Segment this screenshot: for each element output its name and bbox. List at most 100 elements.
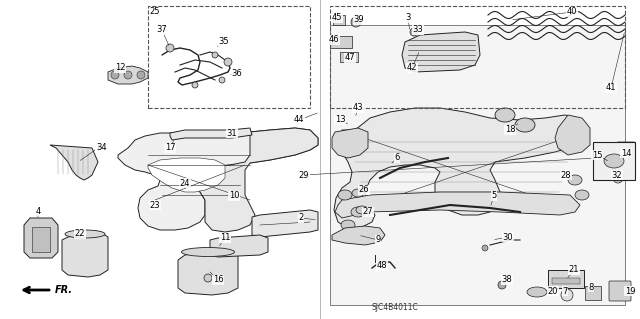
Polygon shape (118, 128, 318, 230)
Bar (552, 278, 580, 284)
Text: 26: 26 (358, 186, 369, 195)
Ellipse shape (351, 207, 365, 217)
Circle shape (166, 44, 174, 52)
Circle shape (219, 77, 225, 83)
Text: 15: 15 (592, 151, 602, 160)
Text: 43: 43 (353, 103, 364, 113)
Text: 38: 38 (502, 276, 513, 285)
FancyBboxPatch shape (594, 145, 616, 161)
Text: 24: 24 (180, 179, 190, 188)
Text: 9: 9 (376, 235, 381, 244)
Polygon shape (555, 115, 590, 155)
Text: 45: 45 (332, 13, 342, 23)
Polygon shape (332, 226, 385, 245)
Circle shape (204, 274, 212, 282)
Ellipse shape (515, 118, 535, 132)
Polygon shape (195, 128, 318, 232)
Ellipse shape (495, 108, 515, 122)
Text: 40: 40 (567, 8, 577, 17)
Polygon shape (252, 210, 318, 237)
Bar (148, 6, 310, 108)
Text: 20: 20 (548, 286, 558, 295)
Circle shape (112, 72, 118, 78)
Text: 19: 19 (625, 286, 636, 295)
Polygon shape (108, 66, 148, 84)
Bar (593, 142, 635, 180)
Circle shape (212, 52, 218, 58)
Text: 16: 16 (212, 276, 223, 285)
FancyBboxPatch shape (617, 142, 635, 166)
Circle shape (561, 289, 573, 301)
Bar (330, 36, 352, 48)
Bar (333, 15, 345, 25)
Text: 29: 29 (299, 170, 309, 180)
Text: 6: 6 (394, 153, 400, 162)
Polygon shape (334, 108, 582, 228)
Polygon shape (24, 218, 58, 258)
Text: 7: 7 (563, 286, 568, 295)
Text: 21: 21 (569, 265, 579, 275)
Text: 12: 12 (115, 63, 125, 72)
Ellipse shape (352, 189, 364, 197)
Text: 33: 33 (413, 26, 424, 34)
Text: 8: 8 (588, 283, 594, 292)
Circle shape (351, 17, 361, 27)
Bar (330, 6, 625, 108)
Text: FR.: FR. (55, 285, 73, 295)
Polygon shape (170, 128, 252, 140)
Circle shape (125, 72, 131, 78)
Polygon shape (178, 250, 238, 295)
Ellipse shape (338, 190, 352, 200)
Text: 22: 22 (75, 229, 85, 239)
Bar (330, 25, 625, 305)
Ellipse shape (341, 220, 355, 230)
Polygon shape (335, 192, 580, 218)
Polygon shape (402, 32, 480, 72)
Text: 4: 4 (35, 206, 40, 216)
Text: 47: 47 (345, 54, 355, 63)
Polygon shape (332, 128, 368, 158)
Text: 30: 30 (502, 233, 513, 241)
Bar (32, 227, 50, 252)
Text: 41: 41 (605, 84, 616, 93)
Text: 31: 31 (227, 129, 237, 137)
Ellipse shape (575, 190, 589, 200)
Circle shape (613, 173, 623, 183)
Text: 11: 11 (220, 234, 230, 242)
Ellipse shape (65, 230, 105, 238)
Text: 27: 27 (363, 207, 373, 217)
Text: 34: 34 (97, 144, 108, 152)
Bar (548, 270, 584, 288)
Polygon shape (210, 235, 268, 257)
Bar (585, 286, 601, 300)
Ellipse shape (568, 175, 582, 185)
Text: SJC4B4011C: SJC4B4011C (372, 302, 419, 311)
Ellipse shape (604, 154, 624, 168)
Ellipse shape (182, 248, 234, 256)
Text: 44: 44 (294, 115, 304, 124)
Text: 35: 35 (219, 38, 229, 47)
Text: 46: 46 (329, 35, 339, 44)
Text: 23: 23 (150, 201, 160, 210)
Text: 48: 48 (377, 262, 387, 271)
Text: 32: 32 (612, 170, 622, 180)
Ellipse shape (356, 206, 368, 214)
Text: 1: 1 (95, 144, 100, 152)
Circle shape (498, 281, 506, 289)
Text: 28: 28 (561, 170, 572, 180)
Bar (340, 52, 358, 62)
FancyBboxPatch shape (609, 281, 631, 301)
Circle shape (410, 28, 418, 36)
Text: 39: 39 (354, 16, 364, 25)
Circle shape (482, 245, 488, 251)
Text: 3: 3 (405, 13, 411, 23)
Polygon shape (50, 145, 98, 180)
Circle shape (224, 58, 232, 66)
Text: 14: 14 (621, 149, 631, 158)
Circle shape (192, 82, 198, 88)
Text: 36: 36 (232, 69, 243, 78)
Polygon shape (148, 158, 225, 192)
Text: 37: 37 (157, 26, 168, 34)
Text: 10: 10 (228, 191, 239, 201)
Text: 17: 17 (164, 144, 175, 152)
